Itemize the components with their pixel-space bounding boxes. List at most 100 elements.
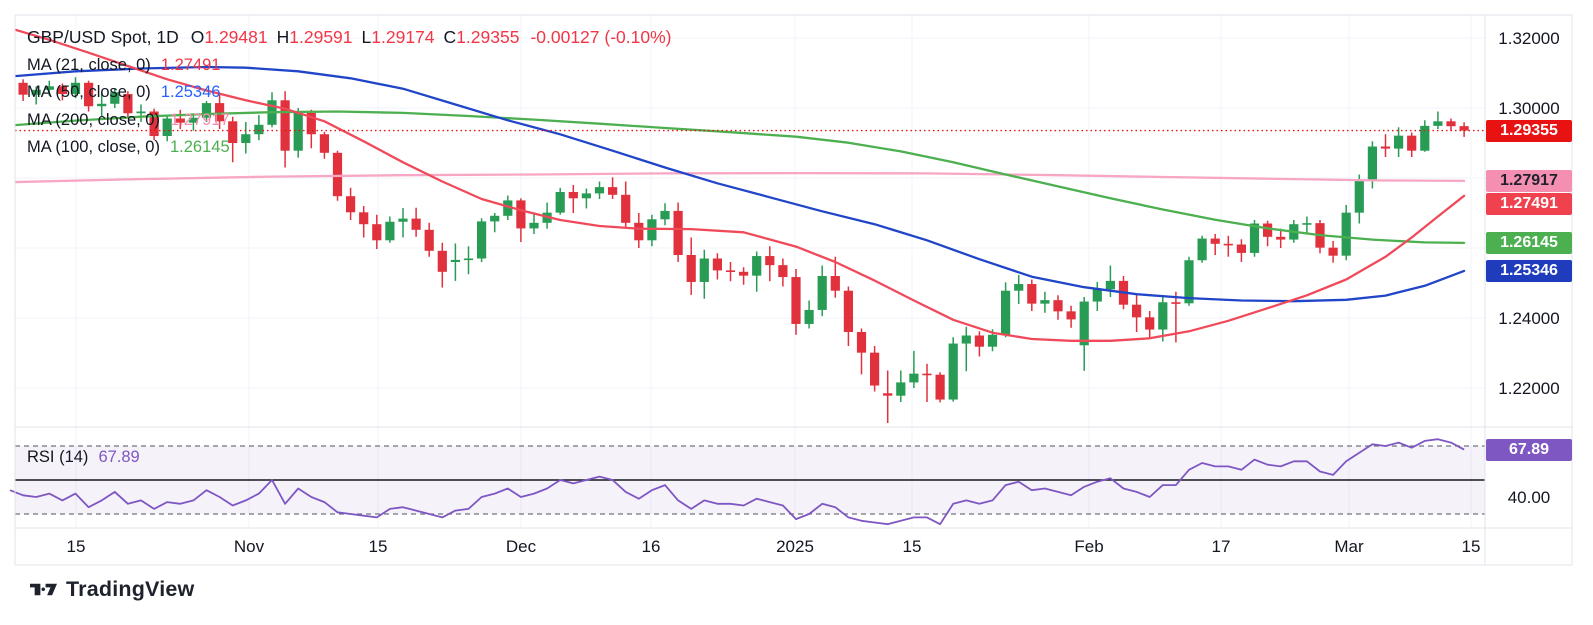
ma-line-100 — [15, 110, 1466, 245]
ma-line-200 — [15, 171, 1466, 184]
candle-body — [1001, 290, 1011, 335]
candle-body — [136, 111, 146, 114]
candle-body — [18, 82, 28, 95]
rsi-line — [9, 438, 1465, 526]
candle-body — [1249, 223, 1260, 253]
candle-body — [1066, 311, 1076, 320]
candle-body — [332, 152, 343, 197]
candle-body — [804, 309, 814, 324]
candle-body — [201, 103, 212, 118]
candle-body — [608, 187, 618, 195]
price-badge: 1.25346 — [1486, 259, 1572, 282]
candle-body — [830, 276, 840, 291]
time-tick-label: 2025 — [776, 537, 814, 556]
indicator-legend-ma-50[interactable]: MA (50, close, 0) 1.25346 — [27, 83, 221, 101]
candle-body — [765, 256, 775, 266]
candle-body — [568, 192, 578, 199]
candle-body — [896, 382, 906, 396]
tradingview-attribution[interactable]: TradingView — [30, 577, 194, 602]
candle-body — [241, 134, 251, 143]
candle-body — [1446, 121, 1456, 127]
candle-body — [555, 192, 565, 213]
candle-body — [909, 373, 919, 383]
candle-body — [1145, 317, 1155, 330]
price-axis[interactable]: 1.32000 1.30000 1.24000 1.22000 1.29355 1.279… — [1486, 0, 1572, 565]
candle-body — [31, 89, 41, 95]
candle-body — [752, 256, 762, 276]
time-tick-label: Mar — [1334, 537, 1364, 556]
candle-body — [280, 100, 290, 151]
candle-body — [935, 374, 945, 400]
candle-body — [149, 111, 159, 136]
candle-body — [477, 221, 487, 259]
candle-body — [1210, 238, 1220, 244]
candle-body — [306, 112, 316, 135]
candle-body — [712, 258, 722, 271]
price-badge: 1.27917 — [1486, 169, 1572, 192]
rsi-tick-label: 40.00 — [1507, 487, 1551, 507]
candle-body — [516, 200, 526, 229]
candle-body — [385, 221, 395, 241]
candle-body — [1184, 260, 1194, 304]
candle-body — [974, 335, 984, 347]
ma-line-21 — [15, 28, 1466, 342]
candle-body — [1380, 146, 1391, 149]
candle-body — [97, 103, 107, 107]
candle-body — [1105, 280, 1115, 290]
candle-body — [319, 134, 329, 153]
price-badge: 1.27491 — [1486, 192, 1572, 215]
indicator-legend-rsi[interactable]: RSI (14) 67.89 — [27, 448, 140, 466]
candle-body — [1341, 212, 1351, 256]
candle-body — [110, 92, 120, 104]
indicator-legend-ma-21[interactable]: MA (21, close, 0) 1.27491 — [27, 55, 221, 74]
legend: GBP/USD Spot, 1D O1.29481 H1.29591 L1.29174… — [27, 26, 672, 158]
candle-body — [1092, 289, 1102, 302]
candle-body — [1263, 223, 1273, 237]
rsi-value-badge: 67.89 — [1486, 438, 1572, 461]
candle-body — [359, 212, 369, 225]
brand-name: TradingView — [66, 577, 195, 601]
ohlc-close: C1.29355 — [443, 27, 520, 47]
candle-body — [503, 200, 513, 216]
indicator-legend-ma-100[interactable]: MA (100, close, 0) 1.26145 — [27, 138, 230, 156]
tradingview-logo-icon — [30, 583, 57, 596]
candle-body — [778, 265, 788, 278]
candle-body — [1027, 284, 1037, 304]
candle-body — [725, 270, 736, 272]
candle-body — [686, 255, 696, 282]
candle-body — [699, 258, 709, 282]
candle-body — [346, 196, 356, 213]
time-axis[interactable]: 15 Nov 15 Dec 16 2025 15 Feb 17 Mar 15 — [0, 537, 1485, 559]
price-badge: 1.26145 — [1486, 231, 1572, 254]
candle-body — [1328, 247, 1338, 256]
candle-body — [1197, 238, 1207, 261]
time-tick-label: 16 — [641, 537, 661, 556]
time-tick-label: Feb — [1074, 537, 1104, 556]
candle-body — [293, 112, 303, 151]
candle-body — [437, 250, 447, 272]
candle-body — [1236, 244, 1246, 253]
candle-body — [1354, 180, 1364, 213]
candle-body — [922, 373, 932, 376]
candle-body — [1014, 284, 1024, 291]
candle-body — [188, 117, 198, 123]
candle-body — [1079, 301, 1089, 346]
candle-body — [739, 271, 749, 276]
candle-body — [254, 124, 264, 135]
candle-body — [70, 82, 81, 94]
candle-body — [1132, 304, 1142, 318]
candle-body — [1053, 300, 1063, 312]
candle-body — [870, 352, 880, 386]
time-tick-label: 15 — [66, 537, 86, 556]
symbol-title: GBP/USD Spot, 1D — [27, 27, 179, 47]
candle-body — [215, 103, 225, 122]
candle-body — [987, 334, 998, 347]
candle-body — [123, 94, 133, 114]
indicator-legend-ma-200[interactable]: MA (200, close, 0) 1.27917 — [27, 110, 230, 129]
candle-body — [843, 290, 853, 332]
main-pane — [15, 28, 1485, 423]
ma-line-50 — [15, 65, 1466, 303]
symbol-legend[interactable]: GBP/USD Spot, 1D O1.29481 H1.29591 L1.29174… — [27, 26, 672, 48]
